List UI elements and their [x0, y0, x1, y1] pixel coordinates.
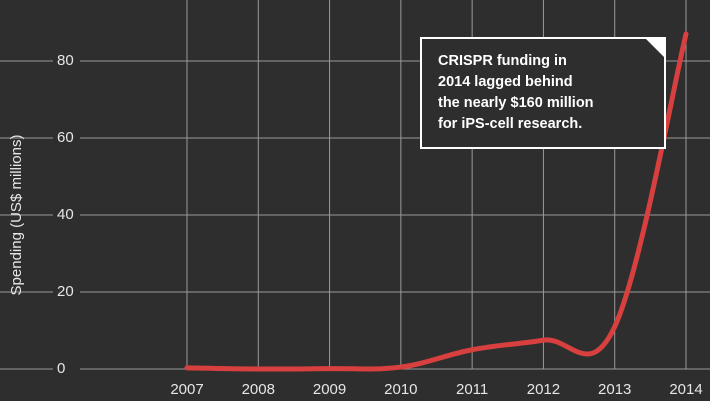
x-tick-label: 2007	[170, 381, 203, 398]
x-tick-label: 2011	[456, 381, 488, 398]
y-tick-label: 60	[57, 129, 74, 146]
plot	[184, 31, 689, 372]
y-axis-label: Spending (US$ millions)	[8, 135, 25, 296]
annotation-text: the nearly $160 million	[438, 95, 594, 111]
line	[184, 31, 689, 372]
annotation-corner	[645, 38, 665, 58]
annotation-text: 2014 lagged behind	[438, 74, 573, 90]
annotation-text: CRISPR funding in	[438, 53, 567, 69]
x-tick-label: 2013	[598, 381, 631, 398]
annotation-box	[420, 37, 666, 149]
y-tick-label: 20	[57, 283, 74, 300]
x-tick-label: 2010	[384, 381, 417, 398]
y-tick-label: 0	[57, 360, 65, 377]
annotation-text: for iPS-cell research.	[438, 116, 582, 132]
y-tick-label: 80	[57, 52, 74, 69]
annotation: CRISPR funding in 2014 lagged behind the n…	[420, 37, 666, 149]
x-tick-label: 2009	[313, 381, 346, 398]
x-tick-label: 2012	[527, 381, 560, 398]
x-tick-label: 2014	[669, 381, 702, 398]
y-tick-label: 40	[57, 206, 74, 223]
x-tick-label: 2008	[242, 381, 275, 398]
